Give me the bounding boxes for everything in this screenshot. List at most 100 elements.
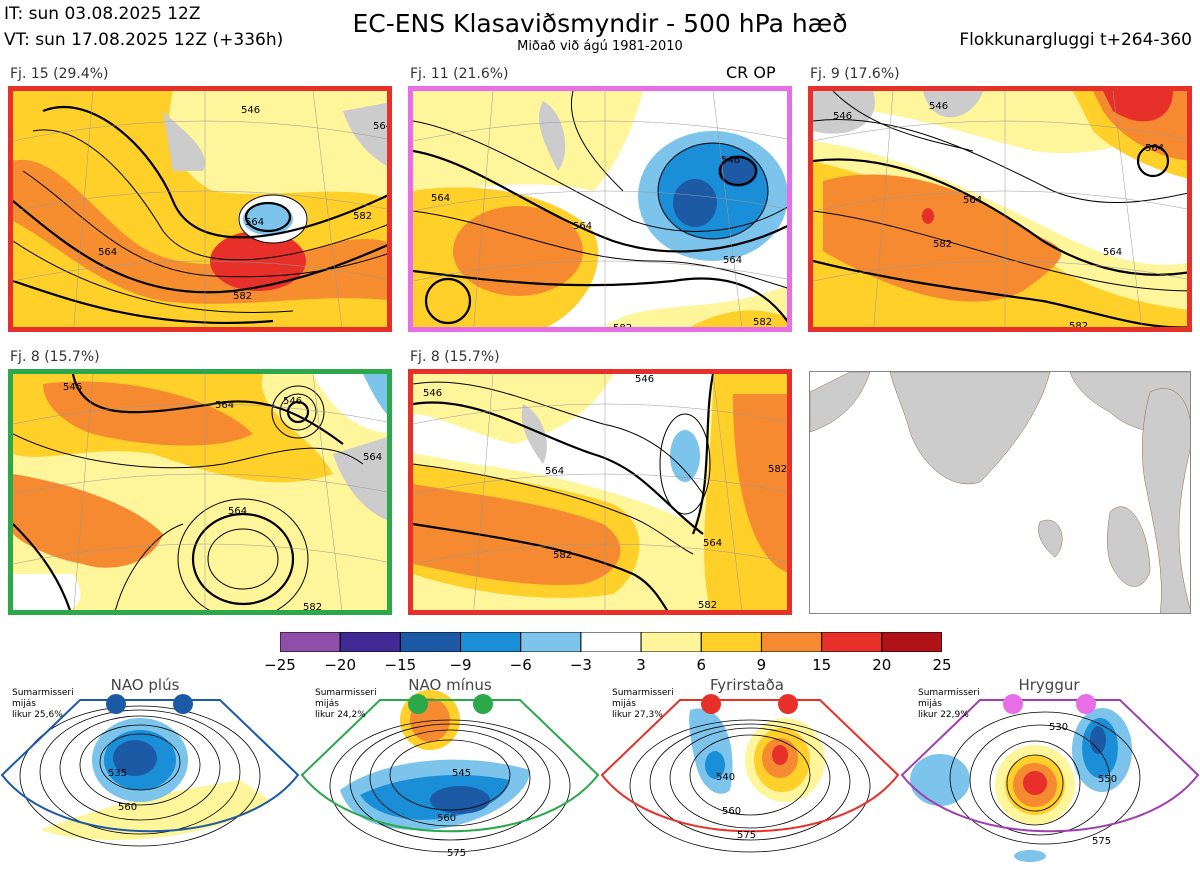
regime-season: Sumarmisseri — [918, 688, 980, 698]
cluster-map-5 — [413, 374, 787, 610]
contour-label: 564 — [963, 195, 983, 206]
contour-label: 564 — [215, 400, 235, 411]
panel-5-label: Fj. 8 (15.7%) — [410, 349, 500, 365]
colorbar-tick: 15 — [812, 656, 832, 674]
regime-probability: likur 22,9% — [918, 710, 969, 720]
page-subtitle: Miðað við ágú 1981-2010 — [517, 39, 683, 54]
colorbar-tick: 3 — [636, 656, 646, 674]
cluster-panel-4: 564 546 564 564 582 546 — [8, 369, 392, 615]
regime-info: mijás — [12, 699, 36, 709]
contour-label: 564 — [545, 466, 565, 477]
contour-label: 575 — [1092, 836, 1112, 847]
regime-probability: likur 27,3% — [612, 710, 663, 720]
colorbar-segment — [580, 631, 642, 653]
regime-season: Sumarmisseri — [315, 688, 377, 698]
contour-label: 564 — [228, 506, 248, 517]
page-title: EC-ENS Klasaviðsmyndir - 500 hPa hæð — [352, 9, 848, 38]
colorbar-tick: −3 — [569, 656, 592, 674]
contour-label: 546 — [929, 101, 949, 112]
colorbar-segment — [520, 631, 582, 653]
colorbar-segment — [881, 631, 943, 653]
regime-info: mijás — [315, 699, 339, 709]
regime-title-nao-minus: NAO mínus — [408, 676, 492, 694]
regime-probability: likur 25,6% — [12, 710, 63, 720]
contour-label: 582 — [613, 323, 633, 332]
contour-label: 582 — [553, 550, 573, 561]
cluster-map-1 — [13, 91, 387, 327]
colorbar-tick: −9 — [449, 656, 472, 674]
contour-label: 546 — [283, 396, 303, 407]
valid-time: VT: sun 17.08.2025 12Z (+336h) — [4, 30, 284, 50]
colorbar-svg — [279, 631, 943, 653]
contour-label: 560 — [118, 802, 138, 813]
regime-title-nao-plus: NAO plús — [110, 676, 180, 694]
regime-season: Sumarmisseri — [12, 688, 74, 698]
contour-label: 546 — [63, 382, 83, 393]
colorbar-tick: −15 — [384, 656, 417, 674]
cluster-panel-3: 546 564 564 582 546 582 564 — [808, 86, 1192, 332]
panel-4-label: Fj. 8 (15.7%) — [10, 349, 100, 365]
init-time: IT: sun 03.08.2025 12Z — [4, 4, 201, 24]
contour-label: 564 — [703, 538, 723, 549]
colorbar — [279, 631, 943, 653]
contour-label: 546 — [241, 105, 261, 116]
regime-nao-minus — [300, 690, 600, 853]
regime-nao-plus — [0, 694, 300, 847]
contour-label: 546 — [423, 388, 443, 399]
contour-label: 560 — [722, 806, 742, 817]
contour-label: 564 — [363, 452, 383, 463]
colorbar-segment — [640, 631, 702, 653]
regime-ridge — [900, 694, 1200, 862]
regime-sectors — [0, 690, 1200, 862]
panel-2-tag: CR OP — [726, 63, 776, 82]
classification-window: Flokkunargluggi t+264-360 — [959, 30, 1192, 50]
panel-2-label: Fj. 11 (21.6%) — [410, 66, 509, 82]
contour-label: 564 — [245, 217, 265, 228]
cluster-panel-5: 546 564 582 582 564 546 582 — [408, 369, 792, 615]
contour-label: 564 — [431, 193, 451, 204]
regime-info: mijás — [918, 699, 942, 709]
panel-1-label: Fj. 15 (29.4%) — [10, 66, 109, 82]
colorbar-tick: 6 — [696, 656, 707, 674]
background-map-panel — [809, 371, 1191, 614]
colorbar-tick: −6 — [509, 656, 532, 674]
regime-title-ridge: Hryggur — [1018, 676, 1080, 694]
contour-label: 546 — [635, 374, 655, 385]
regime-probability: likur 24,2% — [315, 710, 366, 720]
contour-label: 582 — [303, 602, 323, 613]
contour-label: 550 — [1098, 774, 1118, 785]
contour-label: 582 — [1069, 321, 1089, 332]
contour-label: 564 — [1145, 143, 1165, 154]
contour-label: 535 — [108, 768, 128, 779]
regime-info: mijás — [612, 699, 636, 709]
cluster-panel-2: 564 546 564 582 564 582 — [408, 86, 792, 332]
cluster-map-2 — [413, 91, 787, 327]
contour-label: 564 — [723, 255, 743, 266]
contour-label: 575 — [447, 848, 467, 859]
contour-label: 546 — [721, 155, 741, 166]
colorbar-segment — [760, 631, 823, 653]
cluster-map-4 — [13, 374, 387, 610]
contour-label: 546 — [833, 111, 853, 122]
colorbar-segment — [821, 631, 883, 653]
contour-label: 540 — [716, 772, 736, 783]
contour-label: 575 — [737, 830, 757, 841]
colorbar-tick: −20 — [324, 656, 356, 674]
colorbar-tick: −25 — [264, 656, 296, 674]
panel-3-label: Fj. 9 (17.6%) — [810, 66, 900, 82]
colorbar-segment — [700, 631, 762, 653]
contour-label: 582 — [353, 211, 373, 222]
contour-label: 564 — [1103, 247, 1123, 258]
contour-label: 545 — [452, 768, 472, 779]
regime-title-blocking: Fyrirstaða — [710, 676, 784, 694]
contour-label: 582 — [233, 291, 253, 302]
coastline-map — [810, 372, 1190, 613]
colorbar-tick: 25 — [932, 656, 952, 674]
contour-label: 582 — [933, 239, 953, 250]
regime-season: Sumarmisseri — [612, 688, 674, 698]
colorbar-segment — [339, 631, 401, 653]
contour-label: 582 — [753, 317, 773, 328]
colorbar-segment — [460, 631, 522, 653]
contour-label: 582 — [768, 464, 788, 475]
colorbar-tick: 20 — [872, 656, 892, 674]
